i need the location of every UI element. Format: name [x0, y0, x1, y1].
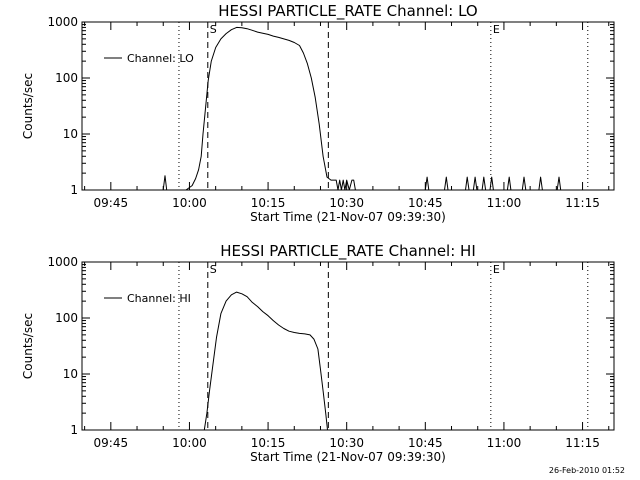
plot-frame: [81, 261, 615, 431]
marker-label-s: S: [210, 263, 217, 276]
x-tick-label: 09:45: [94, 196, 129, 210]
marker-label-e: E: [493, 23, 500, 36]
x-tick-label: 11:00: [487, 436, 522, 450]
chart-panel-2: HESSI PARTICLE_RATE Channel: HI Counts/se…: [21, 242, 615, 464]
x-tick-label: 10:45: [408, 196, 443, 210]
legend-label: Channel: HI: [127, 292, 191, 305]
y-tick-label: 1000: [47, 15, 78, 29]
x-tick-label: 10:15: [251, 436, 286, 450]
legend-label: Channel: LO: [127, 52, 194, 65]
chart-title: HESSI PARTICLE_RATE Channel: HI: [220, 242, 476, 261]
y-tick-label: 1000: [47, 255, 78, 269]
x-tick-label: 10:30: [329, 436, 364, 450]
y-tick-label: 1: [70, 423, 78, 437]
chart-panel-1: HESSI PARTICLE_RATE Channel: LO Counts/se…: [21, 2, 615, 224]
x-tick-label: 10:15: [251, 196, 286, 210]
plot-frame: [81, 21, 615, 191]
y-tick-label: 100: [55, 71, 78, 85]
x-tick-label: 11:00: [487, 196, 522, 210]
y-tick-label: 10: [63, 127, 78, 141]
marker-label-s: S: [210, 23, 217, 36]
y-axis-label: Counts/sec: [21, 313, 35, 379]
marker-label-e: E: [493, 263, 500, 276]
x-tick-label: 10:45: [408, 436, 443, 450]
series-line-1: [203, 291, 328, 431]
y-axis-label: Counts/sec: [21, 73, 35, 139]
x-tick-label: 11:15: [565, 196, 600, 210]
y-tick-label: 100: [55, 311, 78, 325]
chart-title: HESSI PARTICLE_RATE Channel: LO: [218, 2, 477, 21]
x-tick-label: 10:30: [329, 196, 364, 210]
x-axis-label: Start Time (21-Nov-07 09:39:30): [250, 210, 446, 224]
series-line-1: [162, 26, 562, 191]
x-tick-label: 11:15: [565, 436, 600, 450]
plot-timestamp: 26-Feb-2010 01:52: [548, 466, 625, 475]
x-axis-label: Start Time (21-Nov-07 09:39:30): [250, 450, 446, 464]
x-tick-label: 10:00: [172, 436, 207, 450]
y-tick-label: 1: [70, 183, 78, 197]
x-tick-label: 10:00: [172, 196, 207, 210]
y-tick-label: 10: [63, 367, 78, 381]
x-tick-label: 09:45: [94, 436, 129, 450]
